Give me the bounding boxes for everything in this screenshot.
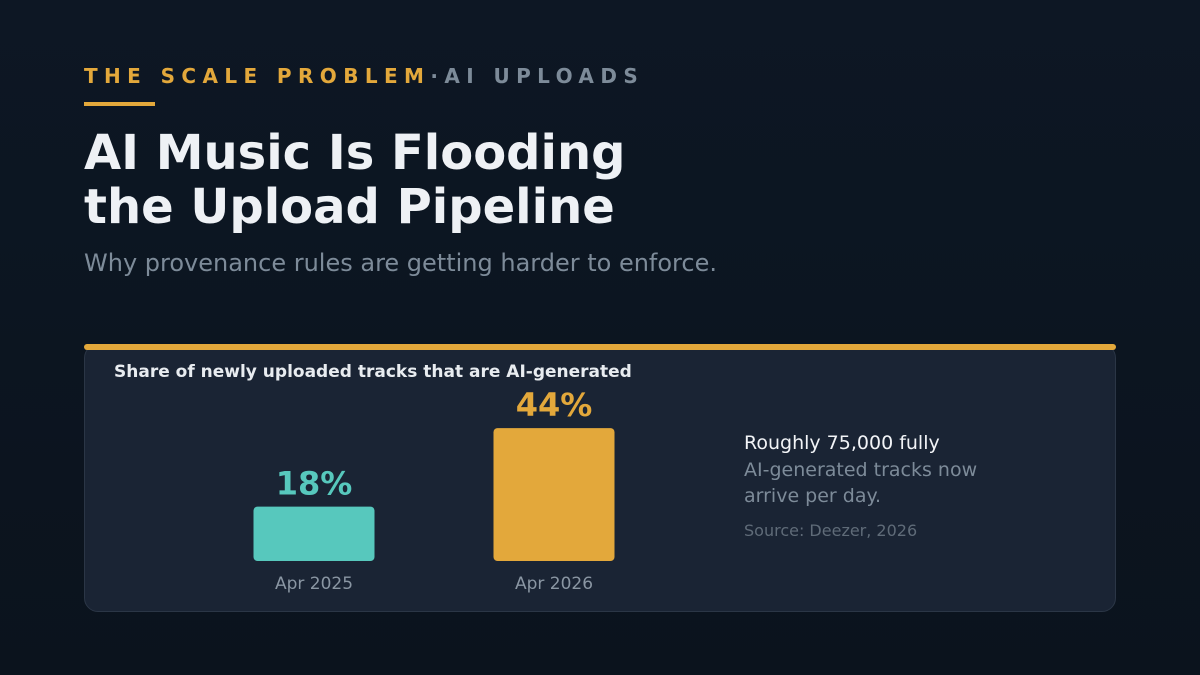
bar [493,428,615,561]
subtitle: Why provenance rules are getting harder … [84,249,717,277]
kicker-topic: AI UPLOADS [444,64,645,88]
bar [253,506,375,561]
title-line: the Upload Pipeline [84,179,615,235]
category-label: Apr 2026 [515,574,593,594]
accent-rule [84,102,155,106]
note-text: AI-generated tracks now arrive per day. [744,459,978,507]
card-accent [84,344,1116,350]
kicker: THE SCALE PROBLEM·AI UPLOADS [84,64,644,88]
note-lead: Roughly 75,000 fully [744,432,940,454]
kicker-label: THE SCALE PROBLEM [84,64,431,88]
source: Source: Deezer, 2026 [744,521,918,540]
value-label: 18% [276,465,353,503]
category-label: Apr 2025 [275,574,353,594]
note: Roughly 75,000 fully AI-generated tracks… [744,430,1014,540]
chart-title: Share of newly uploaded tracks that are … [114,362,632,382]
separator: · [430,64,445,88]
value-label: 44% [516,386,593,424]
title-line: AI Music Is Flooding [84,125,626,181]
title: AI Music Is Flooding the Upload Pipeline [84,126,626,234]
